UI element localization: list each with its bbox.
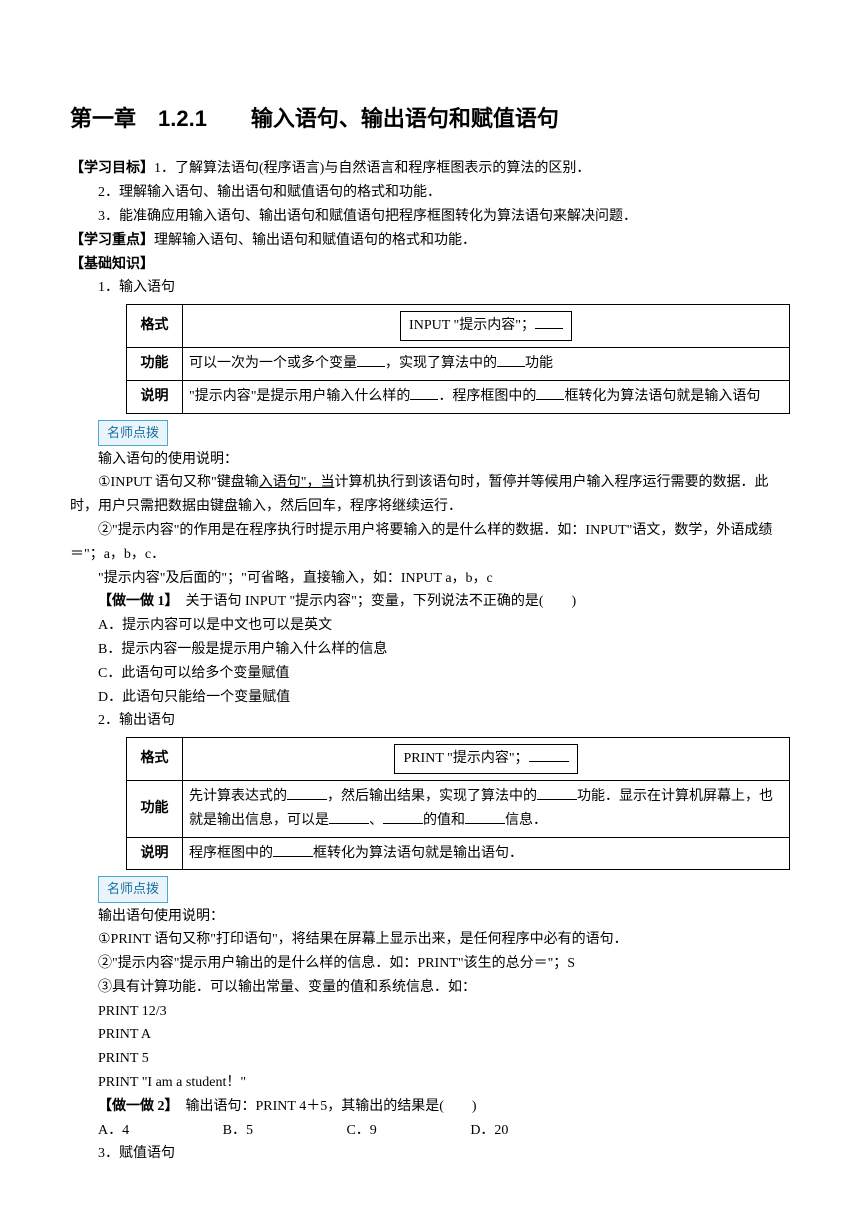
- base-label: 【基础知识】: [70, 253, 790, 277]
- output-note-2: ②"提示内容"提示用户输出的是什么样的信息．如：PRINT"该生的总分＝"；S: [70, 952, 790, 976]
- blank: [536, 386, 564, 400]
- cell-desc-value: "提示内容"是提示用户输入什么样的 ．程序框图中的 框转化为算法语句就是输入语句: [183, 380, 790, 413]
- f2f: 信息．: [505, 813, 547, 828]
- in1a: ①INPUT 语句又称"键盘输: [98, 475, 259, 490]
- teacher-tag: 名师点拨: [98, 420, 168, 446]
- blank: [273, 843, 313, 857]
- ex2-c: C．9: [346, 1119, 376, 1143]
- desc-b: ．程序框图中的: [438, 389, 536, 404]
- output-code-3: PRINT 5: [70, 1047, 790, 1071]
- cell-func-value: 可以一次为一个或多个变量 ，实现了算法中的 功能: [183, 347, 790, 380]
- cell-func-label-2: 功能: [127, 781, 183, 838]
- output-format-box: PRINT "提示内容"；: [394, 744, 577, 774]
- cell-desc-label-2: 说明: [127, 837, 183, 870]
- blank: [329, 810, 369, 824]
- sec1-heading: 1．输入语句: [70, 276, 790, 300]
- blank: [357, 353, 385, 367]
- focus-text: 理解输入语句、输出语句和赋值语句的格式和功能．: [154, 233, 476, 248]
- sec2-heading: 2．输出语句: [70, 709, 790, 733]
- cell-format-value: INPUT "提示内容"；: [183, 305, 790, 348]
- f2d: 、: [369, 813, 383, 828]
- cell-format-label: 格式: [127, 305, 183, 348]
- blank: [497, 353, 525, 367]
- focus-label: 【学习重点】: [70, 233, 154, 248]
- ex1-label: 【做一做 1】: [98, 594, 172, 609]
- blank: [383, 810, 423, 824]
- ex1-a: A．提示内容可以是中文也可以是英文: [70, 614, 790, 638]
- ex1-c: C．此语句可以给多个变量赋值: [70, 662, 790, 686]
- ex2-stem: 输出语句：PRINT 4＋5，其输出的结果是( ): [172, 1099, 477, 1114]
- ex2-a: A．4: [98, 1119, 129, 1143]
- goal-line-1: 【学习目标】1．了解算法语句(程序语言)与自然语言和程序框图表示的算法的区别．: [70, 157, 790, 181]
- ex1-stem: 关于语句 INPUT "提示内容"；变量，下列说法不正确的是( ): [172, 594, 577, 609]
- blank: [537, 786, 577, 800]
- blank: [529, 748, 569, 762]
- f2a: 先计算表达式的: [189, 789, 287, 804]
- f2b: ，然后输出结果，实现了算法中的: [327, 789, 537, 804]
- output-note-3: ③具有计算功能．可以输出常量、变量的值和系统信息．如：: [70, 976, 790, 1000]
- output-code-2: PRINT A: [70, 1023, 790, 1047]
- func-a: 可以一次为一个或多个变量: [189, 356, 357, 371]
- func-c: 功能: [525, 356, 553, 371]
- cell-desc-label: 说明: [127, 380, 183, 413]
- goal-2: 2．理解输入语句、输出语句和赋值语句的格式和功能．: [70, 181, 790, 205]
- ex2-line: 【做一做 2】 输出语句：PRINT 4＋5，其输出的结果是( ): [70, 1095, 790, 1119]
- ex2-d: D．20: [470, 1119, 508, 1143]
- input-format-text: INPUT "提示内容"；: [409, 318, 535, 333]
- ex1-b: B．提示内容一般是提示用户输入什么样的信息: [70, 638, 790, 662]
- in1u: 入语句"，当: [259, 475, 335, 490]
- cell-format-value-2: PRINT "提示内容"；: [183, 738, 790, 781]
- ex1-line: 【做一做 1】 关于语句 INPUT "提示内容"；变量，下列说法不正确的是( …: [70, 590, 790, 614]
- goal-label: 【学习目标】: [70, 161, 154, 176]
- input-note-1: ①INPUT 语句又称"键盘输入语句"，当计算机执行到该语句时，暂停并等候用户输…: [70, 471, 790, 519]
- ex2-label: 【做一做 2】: [98, 1099, 172, 1114]
- output-code-1: PRINT 12/3: [70, 1000, 790, 1024]
- d2b: 框转化为算法语句就是输出语句．: [313, 846, 523, 861]
- goal-3: 3．能准确应用输入语句、输出语句和赋值语句把程序框图转化为算法语句来解决问题．: [70, 205, 790, 229]
- blank: [535, 315, 563, 329]
- input-format-box: INPUT "提示内容"；: [400, 311, 572, 341]
- output-note-1: ①PRINT 语句又称"打印语句"，将结果在屏幕上显示出来，是任何程序中必有的语…: [70, 928, 790, 952]
- blank: [287, 786, 327, 800]
- page-title: 第一章 1.2.1 输入语句、输出语句和赋值语句: [70, 100, 790, 137]
- d2a: 程序框图中的: [189, 846, 273, 861]
- cell-format-label-2: 格式: [127, 738, 183, 781]
- ex2-b: B．5: [223, 1119, 253, 1143]
- goal-1: 1．了解算法语句(程序语言)与自然语言和程序框图表示的算法的区别．: [154, 161, 590, 176]
- output-code-4: PRINT "I am a student！": [70, 1071, 790, 1095]
- input-table: 格式 INPUT "提示内容"； 功能 可以一次为一个或多个变量 ，实现了算法中的…: [126, 304, 790, 413]
- blank: [465, 810, 505, 824]
- sec3-heading: 3．赋值语句: [70, 1142, 790, 1166]
- output-format-text: PRINT "提示内容"；: [403, 751, 528, 766]
- output-table: 格式 PRINT "提示内容"； 功能 先计算表达式的 ，然后输出结果，实现了算法…: [126, 737, 790, 870]
- desc-c: 框转化为算法语句就是输入语句: [564, 389, 760, 404]
- cell-func-value-2: 先计算表达式的，然后输出结果，实现了算法中的功能．显示在计算机屏幕上，也就是输出…: [183, 781, 790, 838]
- output-notes-title: 输出语句使用说明：: [70, 905, 790, 929]
- input-note-2: ②"提示内容"的作用是在程序执行时提示用户将要输入的是什么样的数据．如：INPU…: [70, 519, 790, 567]
- input-notes-title: 输入语句的使用说明：: [70, 448, 790, 472]
- func-b: ，实现了算法中的: [385, 356, 497, 371]
- ex2-choices: A．4 B．5 C．9 D．20: [70, 1119, 790, 1143]
- cell-func-label: 功能: [127, 347, 183, 380]
- f2e: 的值和: [423, 813, 465, 828]
- focus-line: 【学习重点】理解输入语句、输出语句和赋值语句的格式和功能．: [70, 229, 790, 253]
- cell-desc-value-2: 程序框图中的 框转化为算法语句就是输出语句．: [183, 837, 790, 870]
- teacher-tag-2: 名师点拨: [98, 876, 168, 902]
- input-note-3: "提示内容"及后面的"；"可省略，直接输入，如：INPUT a，b，c: [70, 567, 790, 591]
- desc-a: "提示内容"是提示用户输入什么样的: [189, 389, 410, 404]
- blank: [410, 386, 438, 400]
- ex1-d: D．此语句只能给一个变量赋值: [70, 686, 790, 710]
